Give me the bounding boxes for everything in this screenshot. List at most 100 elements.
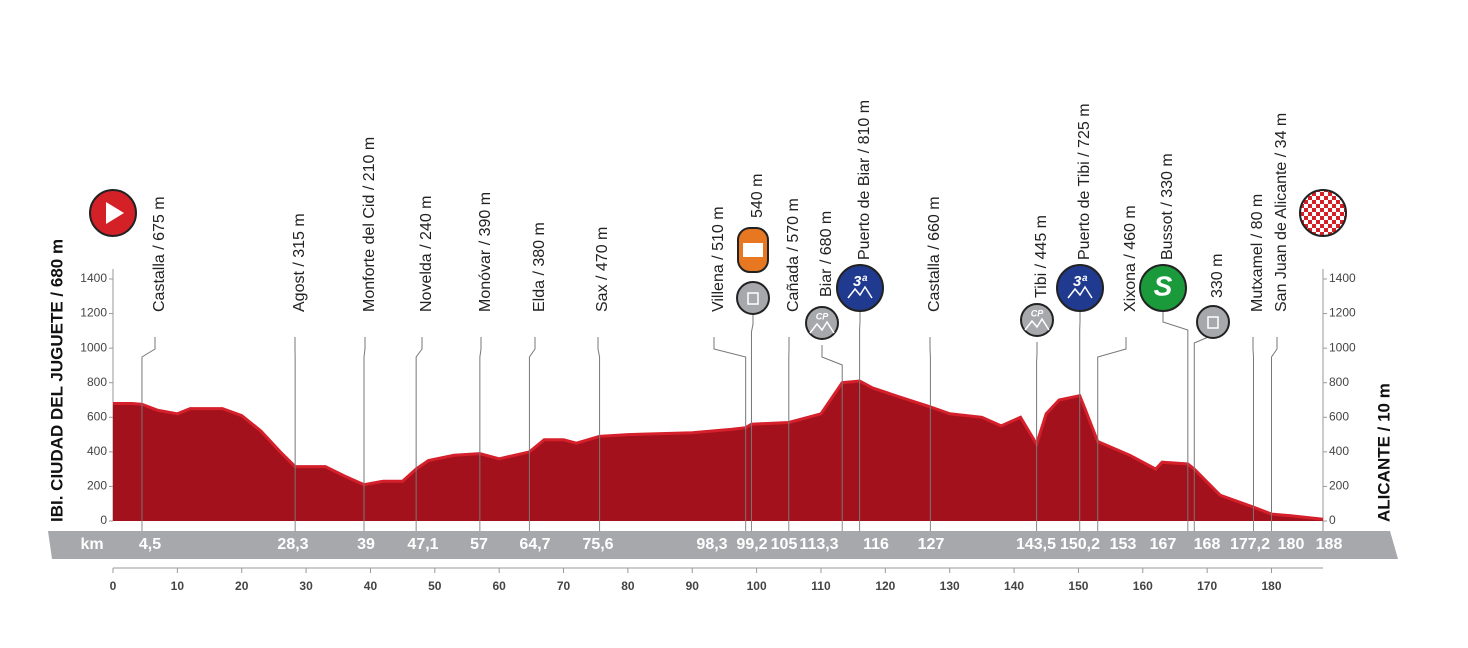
km-label: 64,7 xyxy=(519,536,550,553)
finish-icon xyxy=(1299,189,1347,237)
km-label: 143,5 xyxy=(1016,536,1056,553)
waypoint-leader xyxy=(363,337,366,521)
badge-text: S xyxy=(1154,270,1173,301)
x-tick-label: 130 xyxy=(940,579,960,593)
km-label: 99,2 xyxy=(736,536,767,553)
km-label: 4,5 xyxy=(139,536,161,553)
km-label: 105 xyxy=(771,536,798,553)
waste-icon xyxy=(1196,305,1230,339)
x-tick-label: 120 xyxy=(875,579,895,593)
finish-label: ALICANTE / 10 m xyxy=(1374,383,1393,522)
y-tick-label: 1400 xyxy=(1329,271,1356,285)
km-bar xyxy=(48,531,1398,559)
km-label: 188 xyxy=(1316,536,1343,553)
y-tick-label: 0 xyxy=(1329,513,1336,527)
y-tick-label: 800 xyxy=(1329,375,1349,389)
waypoint-label: 540 m xyxy=(749,174,766,218)
badge-text: 3ª xyxy=(853,273,867,290)
km-label: 57 xyxy=(470,536,488,553)
waypoint-label: 330 m xyxy=(1209,254,1226,298)
badge-icon xyxy=(1139,264,1187,312)
km-label: 113,3 xyxy=(799,536,838,553)
badge-peaks xyxy=(1067,285,1093,299)
waypoint-label: Puerto de Biar / 810 m xyxy=(856,100,873,260)
y-tick-label: 1200 xyxy=(1329,306,1356,320)
waypoint-label: Villena / 510 m xyxy=(710,206,727,312)
x-tick-label: 180 xyxy=(1261,579,1281,593)
km-label: 47,1 xyxy=(407,536,438,553)
waypoint-leader xyxy=(713,337,747,521)
badge-peaks xyxy=(847,285,873,299)
km-header: km xyxy=(80,536,103,553)
x-tick-label: 150 xyxy=(1068,579,1088,593)
waypoint-leader xyxy=(821,345,843,521)
waypoint-label: Xixona / 460 m xyxy=(1122,205,1139,312)
km-label: 75,6 xyxy=(582,536,613,553)
start-label: IBI. CIUDAD DEL JUGUETE / 680 m xyxy=(47,239,66,522)
y-tick-label: 1000 xyxy=(80,340,107,354)
y-tick-label: 200 xyxy=(1329,479,1349,493)
x-tick-label: 80 xyxy=(621,579,635,593)
km-label: 39 xyxy=(357,536,375,553)
x-tick-label: 0 xyxy=(110,579,117,593)
waste-icon xyxy=(736,281,770,315)
x-tick-label: 70 xyxy=(557,579,571,593)
waypoint-leader xyxy=(528,337,536,521)
y-tick-label: 400 xyxy=(87,444,107,458)
y-tick-label: 400 xyxy=(1329,444,1349,458)
waypoint-leader xyxy=(1162,310,1189,521)
x-tick-label: 90 xyxy=(686,579,700,593)
x-tick-label: 140 xyxy=(1004,579,1024,593)
y-tick-label: 600 xyxy=(87,409,107,423)
badge-icon xyxy=(1056,264,1104,312)
waste-bin xyxy=(747,292,759,305)
waypoint-leader xyxy=(1097,337,1127,521)
km-label: 177,2 xyxy=(1230,536,1270,553)
waypoint-label: Monóvar / 390 m xyxy=(477,192,494,312)
waypoint-leader xyxy=(750,312,754,521)
waypoint-label: Tibi / 445 m xyxy=(1033,215,1050,298)
x-tick-label: 10 xyxy=(171,579,185,593)
waste-bin xyxy=(1207,316,1219,329)
start-icon xyxy=(89,189,137,237)
y-tick-label: 1200 xyxy=(80,306,107,320)
x-tick-label: 160 xyxy=(1133,579,1153,593)
profile-area xyxy=(113,381,1323,521)
waypoint-label: Cañada / 570 m xyxy=(785,198,802,312)
y-tick-label: 1000 xyxy=(1329,340,1356,354)
waypoint-label: Castalla / 660 m xyxy=(926,196,943,312)
y-tick-label: 0 xyxy=(100,513,107,527)
waypoint-label: Agost / 315 m xyxy=(291,213,308,312)
badge-icon xyxy=(1020,303,1054,337)
badge-icon xyxy=(805,306,839,340)
y-tick-label: 1400 xyxy=(80,271,107,285)
waypoint-label: Biar / 680 m xyxy=(818,211,835,297)
badge-peaks xyxy=(1024,317,1050,331)
badge-icon xyxy=(836,264,884,312)
km-label: 116 xyxy=(863,536,889,553)
waypoint-label: Mutxamel / 80 m xyxy=(1249,194,1266,312)
y-tick-label: 800 xyxy=(87,375,107,389)
waypoint-leader xyxy=(1271,337,1278,521)
badge-text: 3ª xyxy=(1073,273,1087,290)
x-tick-label: 110 xyxy=(811,579,831,593)
km-label: 28,3 xyxy=(277,536,308,553)
waypoint-label: San Juan de Alicante / 34 m xyxy=(1273,113,1290,312)
waypoint-label: Novelda / 240 m xyxy=(418,195,435,312)
feed-icon-band xyxy=(743,243,763,257)
waypoint-leader xyxy=(597,337,601,521)
x-tick-label: 20 xyxy=(235,579,249,593)
waypoint-leader xyxy=(141,337,156,521)
waypoint-label: Puerto de Tibi / 725 m xyxy=(1076,103,1093,260)
x-tick-label: 170 xyxy=(1197,579,1217,593)
km-label: 98,3 xyxy=(696,536,727,553)
km-label: 167 xyxy=(1150,536,1177,553)
km-label: 150,2 xyxy=(1060,536,1100,553)
km-label: 153 xyxy=(1110,536,1137,553)
x-tick-label: 30 xyxy=(299,579,313,593)
waypoint-label: Sax / 470 m xyxy=(594,227,611,312)
waypoint-label: Elda / 380 m xyxy=(531,222,548,312)
x-tick-label: 40 xyxy=(364,579,378,593)
x-tick-label: 100 xyxy=(747,579,767,593)
badge-peaks xyxy=(809,320,835,334)
